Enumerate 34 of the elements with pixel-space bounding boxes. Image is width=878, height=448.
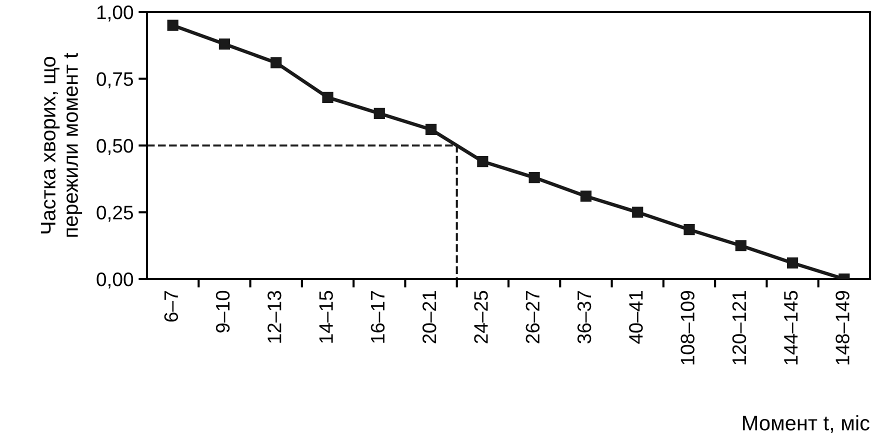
point bbox=[477, 156, 488, 168]
point bbox=[322, 92, 334, 103]
point bbox=[425, 124, 437, 136]
x-tick-label: 148–149 bbox=[836, 291, 850, 364]
point bbox=[374, 108, 385, 120]
x-tick-label: 6–7 bbox=[164, 291, 178, 322]
x-tick-label: 14–15 bbox=[319, 290, 333, 343]
point bbox=[270, 57, 282, 68]
point bbox=[735, 240, 746, 252]
point bbox=[684, 224, 695, 236]
x-tick-label: 9–10 bbox=[216, 290, 230, 332]
point bbox=[786, 257, 798, 269]
y-tick-label: 0,50 bbox=[96, 138, 134, 156]
x-axis-title: Момент t, міс bbox=[743, 415, 870, 433]
x-tick-label: 24–25 bbox=[474, 290, 488, 344]
x-tick-label: 12–13 bbox=[268, 290, 282, 343]
x-tick-label: 120–121 bbox=[732, 291, 746, 364]
y-axis-title: Частка хворих, що пережили момент t bbox=[40, 52, 82, 237]
x-tick-label: 26–27 bbox=[526, 291, 540, 344]
point bbox=[632, 206, 644, 218]
y-tick-label: 0,75 bbox=[96, 72, 133, 88]
y-tick-label: 0,00 bbox=[96, 272, 134, 289]
x-tick-label: 16–17 bbox=[370, 291, 385, 343]
point bbox=[218, 38, 230, 50]
point bbox=[528, 172, 540, 184]
y-tick-label: 1,00 bbox=[97, 5, 134, 22]
point bbox=[580, 190, 592, 202]
x-tick-label: 20–21 bbox=[422, 291, 436, 344]
x-tick-label: 144–145 bbox=[784, 290, 798, 364]
x-tick-label: 40–41 bbox=[629, 291, 643, 344]
y-tick-label: 0,25 bbox=[96, 206, 133, 222]
point bbox=[167, 20, 178, 31]
x-tick-label: 108–109 bbox=[680, 291, 694, 364]
x-tick-label: 36–37 bbox=[577, 291, 592, 344]
